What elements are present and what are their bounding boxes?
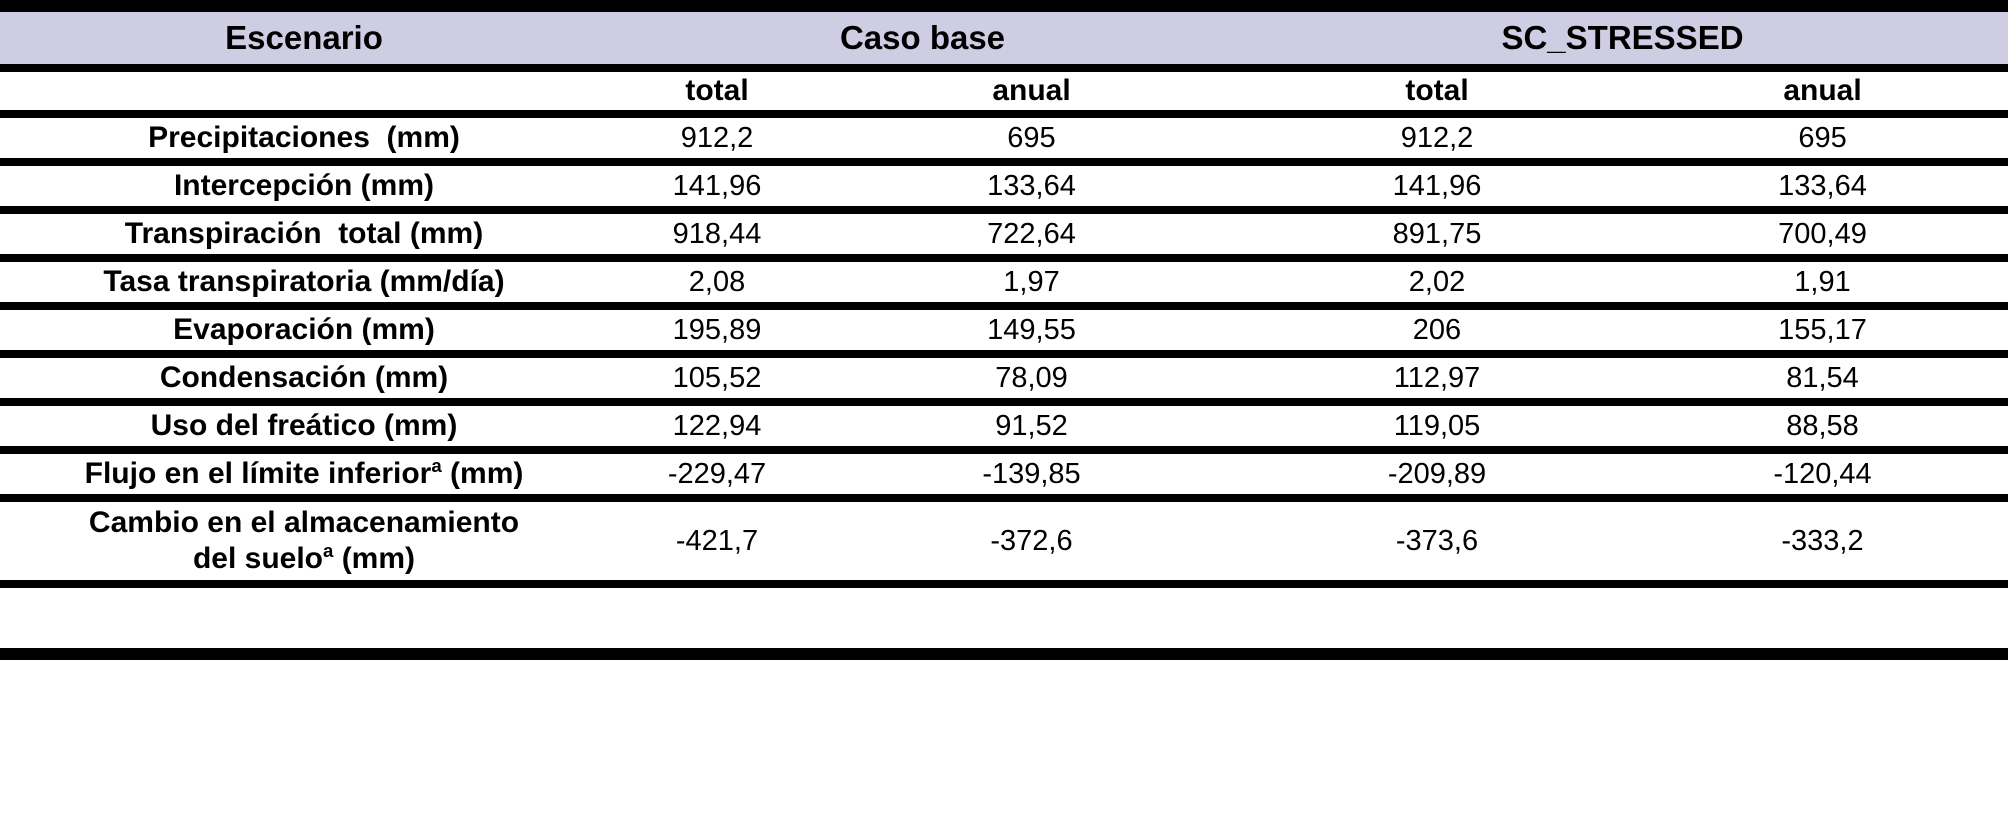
cell-value: 206 (1412, 313, 1462, 346)
table-row-condensacion: Condensación (mm) 105,52 78,09 112,97 81… (0, 354, 2008, 402)
table-row-evaporacion: Evaporación (mm) 195,89 149,55 206 155,1… (0, 306, 2008, 354)
table-row-uso-del-freatico: Uso del freático (mm) 122,94 91,52 119,0… (0, 402, 2008, 450)
cell-value: 891,75 (1392, 217, 1482, 250)
row-label: Evaporación (mm) (173, 313, 435, 346)
table-row-tasa-transpiratoria: Tasa transpiratoria (mm/día) 2,08 1,97 2… (0, 258, 2008, 306)
cell-value: -421,7 (675, 524, 759, 557)
cell-value: 112,97 (1393, 361, 1481, 394)
row-label: Precipitaciones (mm) (148, 121, 460, 154)
cell-value: 912,2 (1400, 121, 1474, 154)
table-subheader-row: total anual total anual (0, 68, 2008, 114)
cell-value: 133,64 (1778, 169, 1867, 202)
cell-value: 918,44 (672, 217, 762, 250)
cell-value: 119,05 (1393, 409, 1481, 442)
row-label: Transpiración total (mm) (124, 217, 484, 250)
subheader-total-2: total (1405, 74, 1469, 107)
cell-value: 700,49 (1778, 217, 1867, 250)
row-label: Tasa transpiratoria (mm/día) (103, 265, 505, 298)
cell-value: 78,09 (995, 361, 1068, 394)
table-row-transpiracion-total: Transpiración total (mm) 918,44 722,64 8… (0, 210, 2008, 258)
cell-value: 2,02 (1408, 265, 1466, 298)
cell-value: -209,89 (1387, 457, 1487, 490)
cell-value: 105,52 (672, 361, 762, 394)
footnote-marker-a: a (323, 540, 334, 561)
cell-value: 91,52 (995, 409, 1068, 442)
table-row-precipitaciones: Precipitaciones (mm) 912,2 695 912,2 695 (0, 114, 2008, 162)
cell-value: 695 (1007, 121, 1056, 154)
row-label: Uso del freático (mm) (150, 409, 458, 442)
cell-value: 133,64 (987, 169, 1076, 202)
table-row-cambio-almacenamiento: Cambio en el almacenamiento del sueloa (… (0, 498, 2008, 584)
cell-value: 695 (1798, 121, 1847, 154)
subheader-anual-2: anual (1783, 74, 1862, 107)
cell-value: 195,89 (672, 313, 762, 346)
cell-value: 912,2 (680, 121, 754, 154)
footnote-marker-a: a (431, 455, 442, 476)
table-header-row: Escenario Caso base SC_STRESSED (0, 6, 2008, 68)
table-row-intercepcion: Intercepción (mm) 141,96 133,64 141,96 1… (0, 162, 2008, 210)
scenario-comparison-table: Escenario Caso base SC_STRESSED total an… (0, 0, 2008, 660)
cell-value: 122,94 (672, 409, 762, 442)
cell-value: 141,96 (1392, 169, 1482, 202)
table-row-flujo-limite-inferior: Flujo en el límite inferiora (mm) -229,4… (0, 450, 2008, 498)
row-label: Flujo en el límite inferiora (mm) (84, 455, 524, 490)
header-escenario: Escenario (225, 19, 383, 56)
cell-value: 149,55 (987, 313, 1076, 346)
cell-value: 88,58 (1786, 409, 1859, 442)
cell-value: 81,54 (1786, 361, 1859, 394)
cell-value: 2,08 (688, 265, 746, 298)
cell-value: -372,6 (990, 524, 1073, 557)
empty-cell (0, 584, 2008, 654)
header-caso-base: Caso base (839, 19, 1006, 56)
subheader-total-1: total (685, 74, 749, 107)
row-label: Cambio en el almacenamiento del sueloa (… (88, 506, 520, 575)
cell-value: -229,47 (667, 457, 767, 490)
cell-value: 722,64 (987, 217, 1076, 250)
cell-value: -373,6 (1395, 524, 1479, 557)
row-label: Condensación (mm) (159, 361, 449, 394)
cell-value: 1,91 (1794, 265, 1851, 298)
subheader-blank (0, 68, 608, 114)
cell-value: -333,2 (1781, 524, 1864, 557)
header-sc-stressed: SC_STRESSED (1501, 19, 1744, 56)
cell-value: 155,17 (1778, 313, 1867, 346)
subheader-anual-1: anual (992, 74, 1071, 107)
cell-value: -120,44 (1773, 457, 1872, 490)
cell-value: 1,97 (1003, 265, 1060, 298)
cell-value: -139,85 (982, 457, 1081, 490)
row-label: Intercepción (mm) (173, 169, 435, 202)
cell-value: 141,96 (672, 169, 762, 202)
table-empty-row (0, 584, 2008, 654)
